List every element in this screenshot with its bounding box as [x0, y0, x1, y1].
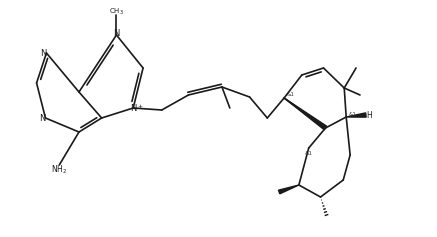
Text: N: N	[40, 49, 46, 58]
Text: &1: &1	[349, 112, 357, 117]
Text: N: N	[113, 29, 120, 38]
Text: &1: &1	[287, 92, 295, 97]
Text: &1: &1	[305, 151, 312, 156]
Text: N: N	[39, 114, 45, 123]
Text: H: H	[367, 110, 372, 119]
Text: NH$_2$: NH$_2$	[51, 163, 67, 176]
Polygon shape	[278, 185, 299, 194]
Text: CH$_3$: CH$_3$	[109, 6, 124, 17]
Text: N$^+$: N$^+$	[130, 102, 144, 114]
Polygon shape	[284, 98, 327, 130]
Polygon shape	[346, 113, 366, 117]
